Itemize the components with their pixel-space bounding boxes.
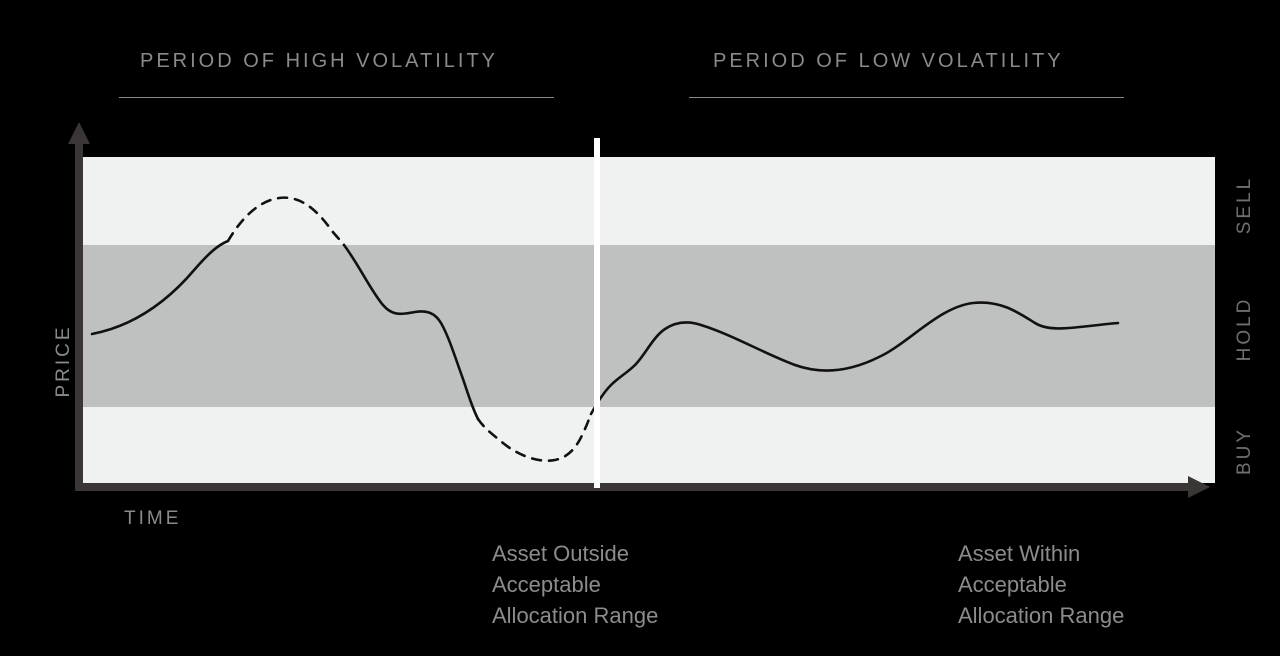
section-title-high-volatility: PERIOD OF HIGH VOLATILITY	[140, 50, 499, 72]
section-rule-low-volatility	[689, 97, 1124, 98]
zone-label-buy: BUY	[1234, 426, 1255, 476]
x-axis-arrow-icon	[1188, 476, 1210, 498]
band-sell-zone	[83, 157, 1215, 245]
curve-segment-dashed-trough	[476, 412, 593, 462]
y-axis-label: PRICE	[53, 324, 74, 398]
section-rule-high-volatility	[119, 97, 554, 98]
band-hold-zone	[83, 245, 1215, 407]
period-divider-line	[594, 138, 600, 488]
plot-area	[83, 157, 1215, 483]
y-axis-arrow-icon	[68, 122, 90, 144]
y-axis-line	[75, 138, 83, 490]
band-buy-zone	[83, 407, 1215, 483]
x-axis-line	[75, 483, 1200, 491]
curve-segment-solid-lowvol	[589, 301, 1120, 416]
x-axis-label: TIME	[124, 508, 182, 529]
price-curve	[90, 196, 1120, 462]
curve-segment-solid-rise	[90, 239, 230, 336]
zone-label-hold: HOLD	[1234, 296, 1255, 362]
curve-segment-solid-descent	[342, 243, 480, 421]
curve-segment-dashed-peak	[226, 196, 346, 247]
caption-asset-within: Asset Within Acceptable Allocation Range	[958, 541, 1125, 628]
zone-label-sell: SELL	[1234, 175, 1255, 235]
caption-asset-outside: Asset Outside Acceptable Allocation Rang…	[492, 541, 659, 628]
section-title-low-volatility: PERIOD OF LOW VOLATILITY	[713, 50, 1064, 72]
